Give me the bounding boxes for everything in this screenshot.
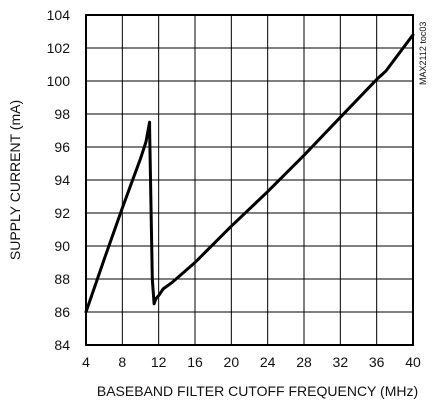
y-tick-label: 98: [54, 106, 70, 122]
y-tick-label: 96: [54, 139, 70, 155]
series-layer: [84, 33, 415, 314]
x-tick-label: 28: [296, 354, 312, 370]
x-axis-title: BASEBAND FILTER CUTOFF FREQUENCY (MHz): [97, 383, 418, 399]
y-tick-label: 100: [47, 73, 71, 89]
y-tick-label: 92: [54, 205, 70, 221]
x-tick-labels: 4 8 12 16 20 24 28 32 36 40: [82, 354, 421, 370]
y-tick-label: 86: [54, 304, 70, 320]
y-tick-label: 94: [54, 172, 70, 188]
figure-code: MAX2112 toc03: [418, 22, 428, 85]
x-tick-label: 8: [118, 354, 126, 370]
y-axis-title: SUPPLY CURRENT (mA): [7, 100, 23, 260]
y-tick-label: 104: [47, 7, 71, 23]
x-tick-label: 40: [405, 354, 421, 370]
supply-current-line: [84, 33, 415, 314]
x-tick-label: 32: [333, 354, 349, 370]
y-tick-labels: 84 86 88 90 92 94 96 98 100 102 104: [47, 7, 71, 353]
x-tick-label: 12: [151, 354, 167, 370]
x-tick-label: 24: [260, 354, 276, 370]
y-tick-label: 84: [54, 337, 70, 353]
y-tick-label: 90: [54, 238, 70, 254]
plot-frame: [85, 14, 414, 346]
x-tick-label: 36: [369, 354, 385, 370]
grid: [86, 15, 413, 345]
x-tick-label: 4: [82, 354, 90, 370]
x-tick-label: 20: [224, 354, 240, 370]
x-tick-label: 16: [187, 354, 203, 370]
y-tick-label: 102: [47, 40, 71, 56]
y-tick-label: 88: [54, 271, 70, 287]
